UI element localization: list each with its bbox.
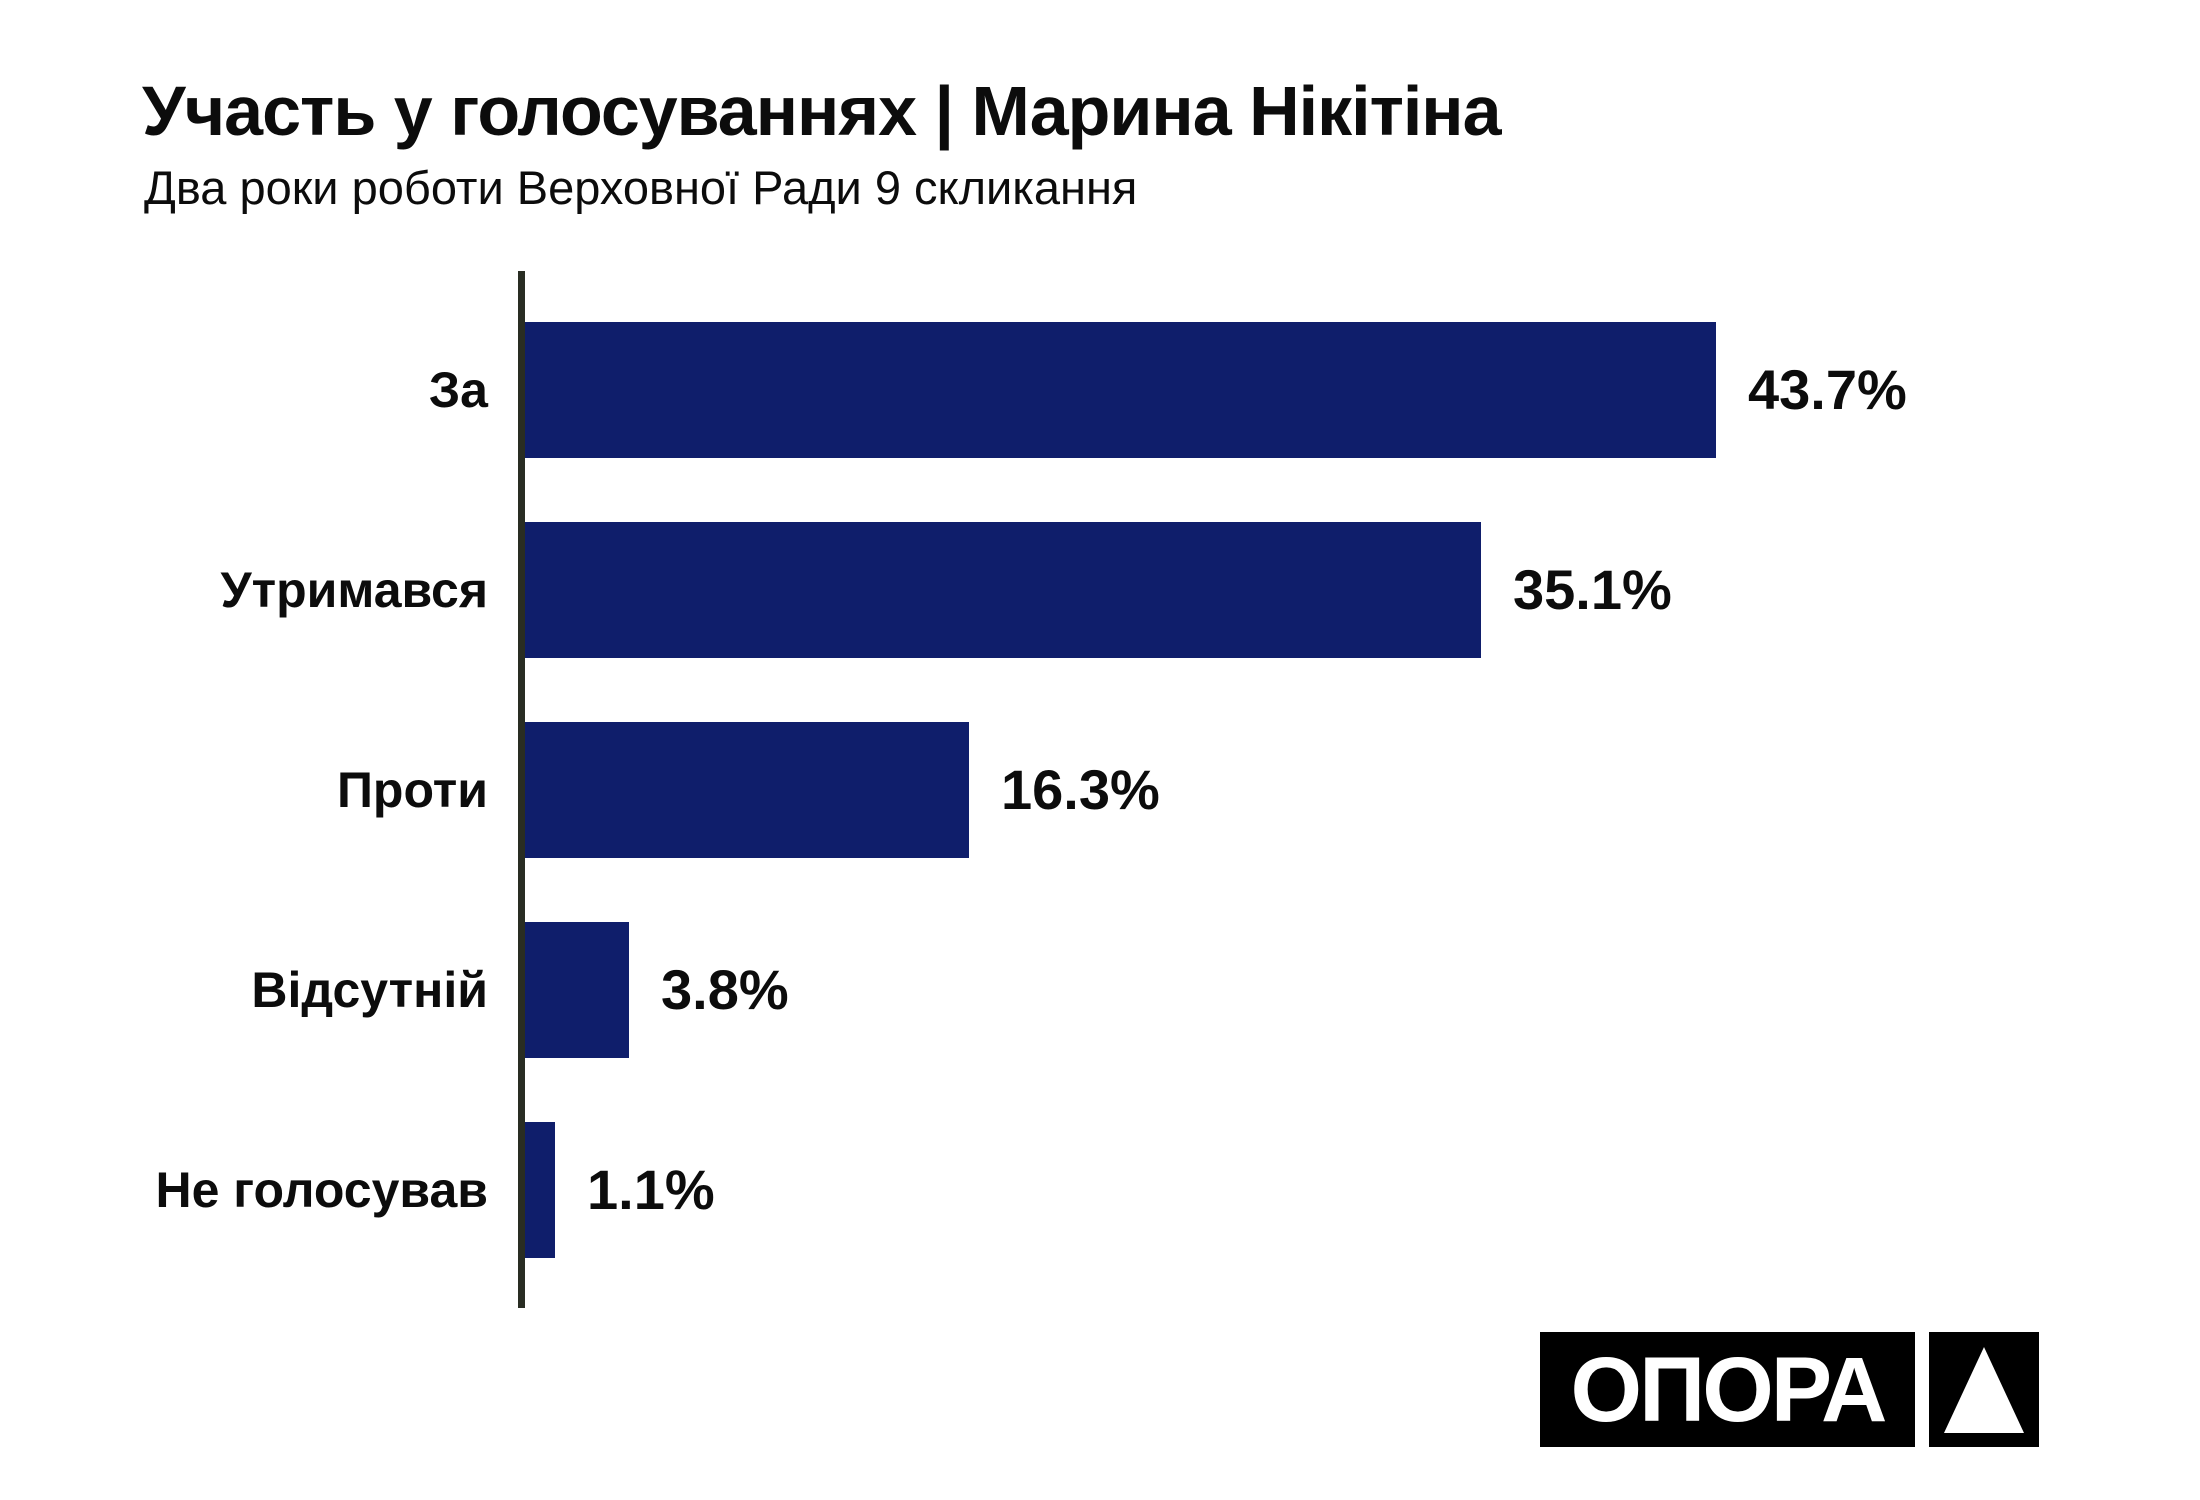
value-label: 3.8% (661, 958, 789, 1021)
bar (525, 322, 1716, 458)
category-label: Відсутній (251, 962, 488, 1018)
bar-row: За 43.7% (0, 290, 2200, 490)
category-label: За (428, 362, 488, 418)
bar (525, 1122, 555, 1258)
bar-row: Проти 16.3% (0, 690, 2200, 890)
bar-row: Не голосував 1.1% (0, 1090, 2200, 1290)
category-label: Проти (336, 762, 488, 818)
category-label: Утримався (220, 562, 488, 618)
value-label: 16.3% (1001, 758, 1160, 821)
opora-logo-wordmark: ОПОРА (1540, 1332, 1915, 1447)
bar (525, 922, 629, 1058)
page-title: Участь у голосуваннях | Марина Нікітіна (142, 72, 1502, 150)
page-subtitle: Два роки роботи Верховної Ради 9 скликан… (144, 161, 1138, 214)
bar-row: Утримався 35.1% (0, 490, 2200, 690)
bar-row: Відсутній 3.8% (0, 890, 2200, 1090)
value-label: 35.1% (1513, 558, 1672, 621)
opora-logo-mark (1929, 1332, 2039, 1447)
y-axis-line (518, 271, 525, 1308)
value-label: 43.7% (1748, 358, 1907, 421)
opora-logo-text: ОПОРА (1570, 1338, 1888, 1441)
category-label: Не голосував (155, 1162, 489, 1218)
opora-logo: ОПОРА (1540, 1332, 2039, 1447)
value-label: 1.1% (587, 1158, 715, 1221)
bar (525, 722, 969, 858)
triangle-up-icon (1944, 1347, 2024, 1433)
bar (525, 522, 1481, 658)
